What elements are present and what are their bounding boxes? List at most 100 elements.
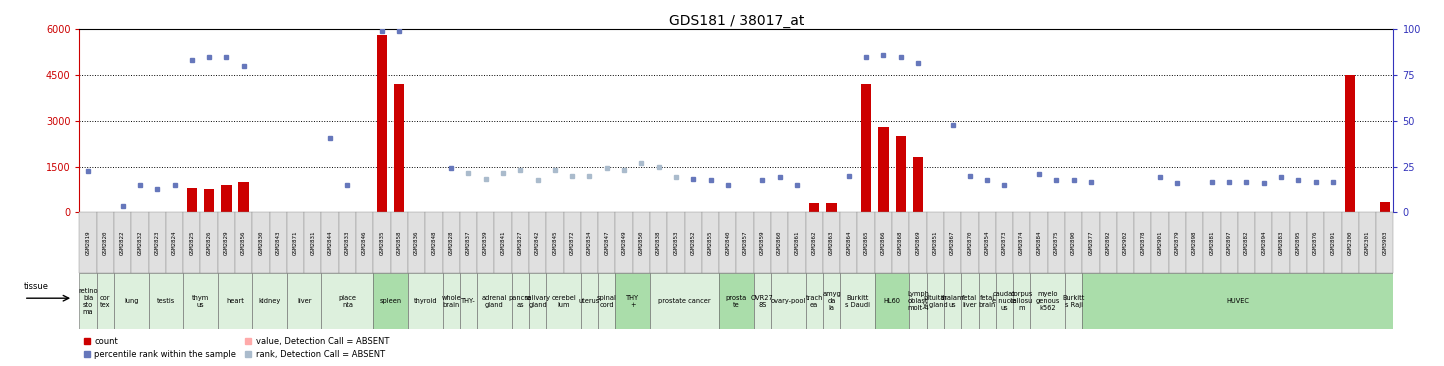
Bar xyxy=(944,212,962,273)
Bar xyxy=(962,212,979,273)
Text: GSM2852: GSM2852 xyxy=(690,230,696,255)
Text: place
nta: place nta xyxy=(338,295,357,307)
Bar xyxy=(1168,212,1186,273)
Bar xyxy=(394,84,404,212)
Bar xyxy=(79,212,97,273)
Text: GSM2835: GSM2835 xyxy=(380,230,384,255)
Bar xyxy=(322,212,339,273)
Bar xyxy=(1048,212,1064,273)
Bar xyxy=(1151,212,1168,273)
Bar xyxy=(477,273,511,329)
Text: HUVEC: HUVEC xyxy=(1226,298,1249,304)
Bar xyxy=(374,212,391,273)
Bar xyxy=(511,273,529,329)
Text: fetal
liver: fetal liver xyxy=(962,295,978,307)
Bar xyxy=(339,212,357,273)
Text: GSM2879: GSM2879 xyxy=(1175,230,1180,255)
Bar xyxy=(580,212,598,273)
Text: GSM2857: GSM2857 xyxy=(742,230,748,255)
Bar xyxy=(79,273,97,329)
Bar xyxy=(1289,212,1307,273)
Text: retino
bla
sto
ma: retino bla sto ma xyxy=(78,288,98,314)
Bar xyxy=(1066,273,1082,329)
Text: GSM2831: GSM2831 xyxy=(310,230,315,255)
Bar xyxy=(201,212,218,273)
Bar xyxy=(667,212,684,273)
Text: GSM2877: GSM2877 xyxy=(1089,230,1093,255)
Bar xyxy=(1341,212,1359,273)
Text: GSM2863: GSM2863 xyxy=(829,230,835,255)
Bar xyxy=(1082,273,1393,329)
Bar xyxy=(221,185,231,212)
Bar xyxy=(1307,212,1324,273)
Text: GSM2834: GSM2834 xyxy=(586,230,592,255)
Text: GSM2894: GSM2894 xyxy=(1261,230,1266,255)
Text: GSM2819: GSM2819 xyxy=(85,230,91,255)
Text: prosta
te: prosta te xyxy=(726,295,747,307)
Text: GSM2890: GSM2890 xyxy=(1071,230,1076,255)
Bar xyxy=(650,273,719,329)
Text: GSM2876: GSM2876 xyxy=(1313,230,1318,255)
Text: GSM2874: GSM2874 xyxy=(1019,230,1024,255)
Text: GSM2862: GSM2862 xyxy=(812,230,817,255)
Bar xyxy=(529,273,546,329)
Text: GSM2837: GSM2837 xyxy=(466,230,471,255)
Bar xyxy=(702,212,719,273)
Bar xyxy=(962,273,979,329)
Text: GSM2849: GSM2849 xyxy=(621,230,627,255)
Text: OVR27
8S: OVR27 8S xyxy=(751,295,774,307)
Text: spleen: spleen xyxy=(380,298,401,304)
Text: thyroid: thyroid xyxy=(413,298,438,304)
Bar xyxy=(1031,212,1048,273)
Bar xyxy=(979,212,996,273)
Bar xyxy=(1082,212,1099,273)
Text: GSM2864: GSM2864 xyxy=(846,230,852,255)
Bar xyxy=(477,212,494,273)
Bar xyxy=(183,273,218,329)
Text: GSM2895: GSM2895 xyxy=(1295,230,1301,255)
Bar xyxy=(218,212,235,273)
Text: GSM2878: GSM2878 xyxy=(1141,230,1145,255)
Bar xyxy=(1186,212,1203,273)
Bar xyxy=(322,273,374,329)
Bar xyxy=(1272,212,1289,273)
Bar xyxy=(131,212,149,273)
Bar xyxy=(1324,212,1341,273)
Bar xyxy=(996,212,1014,273)
Bar xyxy=(511,212,529,273)
Bar xyxy=(580,273,598,329)
Text: ovary-pool: ovary-pool xyxy=(771,298,806,304)
Text: thym
us: thym us xyxy=(192,295,209,307)
Text: GSM2836: GSM2836 xyxy=(414,230,419,255)
Text: spinal
cord: spinal cord xyxy=(596,295,617,307)
Text: GSM2872: GSM2872 xyxy=(570,230,575,255)
Text: GSM2839: GSM2839 xyxy=(484,230,488,255)
Bar xyxy=(287,212,305,273)
Text: testis: testis xyxy=(157,298,175,304)
Text: GSM2300: GSM2300 xyxy=(1347,230,1353,255)
Bar xyxy=(218,273,253,329)
Text: GSM2858: GSM2858 xyxy=(397,230,401,255)
Bar xyxy=(253,212,270,273)
Bar xyxy=(425,212,442,273)
Bar xyxy=(1379,202,1391,212)
Text: GSM2848: GSM2848 xyxy=(432,230,436,255)
Text: GSM2851: GSM2851 xyxy=(933,230,937,255)
Bar xyxy=(806,212,823,273)
Bar xyxy=(1014,273,1031,329)
Text: cerebel
lum: cerebel lum xyxy=(552,295,576,307)
Text: kidney: kidney xyxy=(258,298,280,304)
Text: GSM2870: GSM2870 xyxy=(967,230,972,255)
Bar xyxy=(910,212,927,273)
Bar xyxy=(892,212,910,273)
Bar xyxy=(771,212,788,273)
Text: GSM2830: GSM2830 xyxy=(258,230,263,255)
Text: GSM2847: GSM2847 xyxy=(604,230,609,255)
Text: Burkitt
s Daudi: Burkitt s Daudi xyxy=(845,295,869,307)
Bar xyxy=(494,212,511,273)
Bar xyxy=(927,273,944,329)
Bar xyxy=(598,212,615,273)
Text: GSM2825: GSM2825 xyxy=(189,230,195,255)
Text: GSM2883: GSM2883 xyxy=(1278,230,1284,255)
Text: HL60: HL60 xyxy=(884,298,901,304)
